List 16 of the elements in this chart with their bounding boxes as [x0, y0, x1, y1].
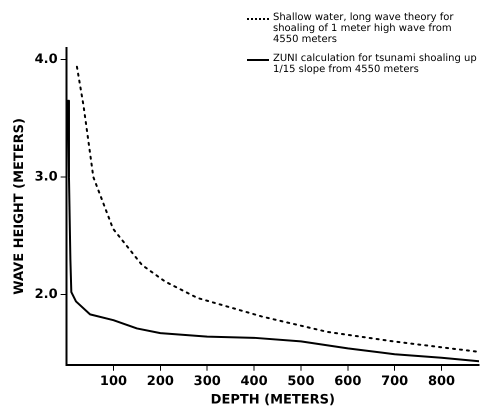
x-tick-label: 100 — [100, 374, 128, 389]
y-tick-label: 3.0 — [34, 169, 58, 184]
legend-label: Shallow water, long wave theory for shoaling of 1 meter high wave from 4550 meters — [273, 12, 454, 45]
x-axis-title: DEPTH (METERS) — [210, 392, 335, 408]
x-tick-label: 200 — [146, 374, 174, 389]
y-tick-label: 4.0 — [34, 52, 58, 68]
x-tick-label: 600 — [334, 374, 362, 389]
legend-label: ZUNI calculation for tsunami shoaling up 1/15 slope from 4550 meters — [273, 53, 477, 75]
x-tick-label: 700 — [381, 374, 408, 389]
x-tick-label: 300 — [194, 374, 221, 389]
x-tick-label: 400 — [240, 374, 268, 389]
x-tick-label: 500 — [287, 374, 314, 389]
line-series — [76, 66, 479, 353]
x-tick-label: 800 — [428, 374, 456, 389]
y-axis-title: WAVE HEIGHT (METERS) — [12, 118, 28, 295]
y-tick-label: 2.0 — [34, 286, 58, 302]
